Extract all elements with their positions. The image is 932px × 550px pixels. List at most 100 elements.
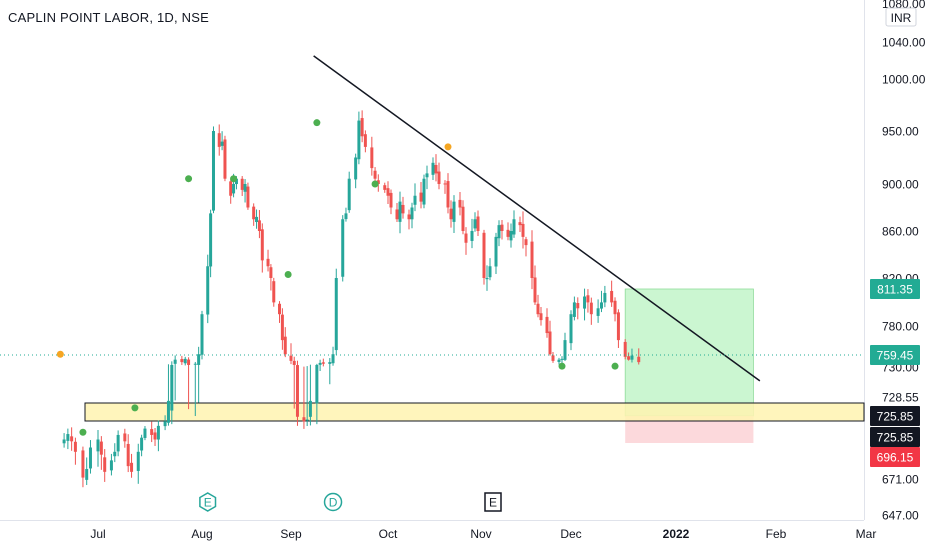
time-tick-label: Jul: [90, 527, 105, 541]
trendline: [313, 55, 761, 382]
candle: [209, 209, 213, 278]
candle-body: [183, 358, 187, 364]
candle: [383, 182, 387, 193]
candle: [500, 220, 504, 240]
candle: [123, 428, 127, 448]
candle: [485, 265, 489, 291]
candle-body: [266, 258, 270, 267]
price-axis-border: [864, 0, 865, 520]
candle: [70, 427, 74, 451]
price-tick-label: 647.00: [882, 509, 919, 523]
candle-body: [113, 451, 117, 457]
candle-body: [446, 181, 450, 208]
candle: [610, 280, 614, 307]
candle: [321, 358, 325, 367]
candle-body: [187, 359, 191, 365]
candle: [425, 165, 429, 190]
candle: [422, 174, 426, 209]
candle-body: [500, 224, 504, 231]
candle: [449, 200, 453, 228]
candle: [266, 249, 270, 272]
price-label: 759.45: [870, 345, 920, 365]
candle: [344, 207, 348, 222]
candle: [206, 254, 210, 324]
price-label: 725.85: [870, 406, 920, 426]
price-label: 725.85: [870, 427, 920, 447]
price-label-bg: [870, 447, 920, 467]
candle: [545, 308, 549, 338]
candle-body: [536, 303, 540, 315]
candle-body: [209, 213, 213, 267]
candle-body: [509, 231, 513, 241]
candle: [331, 346, 335, 366]
candle-body: [334, 278, 338, 351]
event-badge-letter: E: [204, 496, 212, 510]
candle-body: [85, 468, 89, 480]
candle-body: [395, 209, 399, 220]
candle-body: [494, 236, 498, 267]
candle: [126, 434, 130, 473]
event-badge-shape: [199, 492, 217, 512]
candle: [240, 176, 244, 196]
candle: [109, 453, 113, 476]
symbol-title: CAPLIN POINT LABOR, 1D, NSE: [8, 10, 209, 25]
candle: [630, 348, 634, 363]
candle: [431, 157, 435, 181]
candle: [452, 195, 456, 233]
event-badge-shape: [323, 492, 343, 512]
signal-marker: [56, 350, 64, 358]
candle: [283, 327, 287, 358]
candle: [407, 209, 411, 230]
candle: [627, 352, 631, 361]
candle: [116, 430, 120, 457]
signal-marker: [284, 270, 292, 278]
candle-body: [521, 223, 525, 237]
price-tick-label: 860.00: [882, 225, 919, 239]
signal-marker: [444, 143, 452, 151]
candle-body: [370, 147, 374, 169]
candle: [410, 202, 414, 229]
candle-body: [357, 120, 361, 160]
signal-marker: [371, 180, 379, 188]
candle: [255, 209, 259, 229]
candle: [395, 202, 399, 222]
candle-body: [599, 302, 603, 309]
candle: [180, 355, 184, 365]
candle-body: [321, 362, 325, 364]
candle: [130, 453, 134, 478]
candle: [473, 212, 477, 232]
candle: [305, 366, 309, 427]
candle: [360, 110, 364, 143]
candle-body: [434, 164, 438, 174]
event-badge-letter: D: [329, 496, 338, 510]
candle: [62, 433, 66, 448]
signal-marker: [313, 119, 321, 127]
candle-body: [305, 419, 309, 421]
candle-body: [452, 201, 456, 222]
candle-body: [260, 229, 264, 261]
candle-body: [533, 277, 537, 303]
candle-body: [461, 206, 465, 231]
candle: [370, 136, 374, 176]
candle: [419, 181, 423, 209]
candle-body: [156, 425, 160, 440]
candle-body: [170, 364, 174, 411]
candle: [576, 297, 580, 320]
candle-body: [173, 359, 177, 364]
candle-body: [551, 355, 555, 361]
candle-body: [413, 195, 417, 205]
candle: [302, 366, 306, 429]
candle: [401, 196, 405, 219]
time-tick-label: 2022: [663, 527, 690, 541]
candle-body: [613, 300, 617, 315]
candle-body: [200, 314, 204, 355]
signal-marker: [79, 428, 87, 436]
candle-body: [497, 225, 501, 239]
candle: [637, 348, 641, 365]
candle: [113, 443, 117, 463]
candle: [551, 352, 555, 363]
candle-body: [130, 462, 134, 472]
candle: [482, 229, 486, 285]
